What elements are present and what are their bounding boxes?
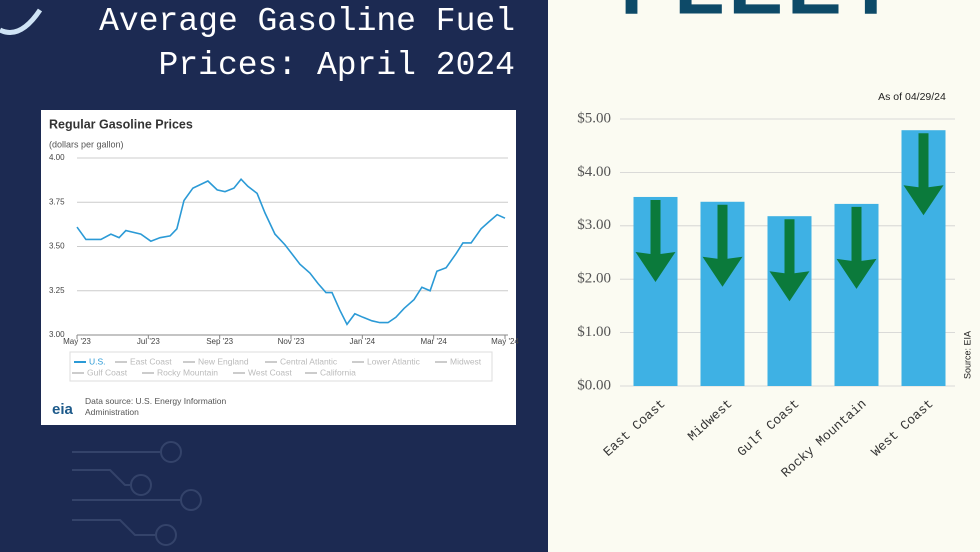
down-arrow: [836, 206, 877, 289]
y-tick-label: 3.75: [49, 197, 65, 206]
legend-label: New England: [198, 356, 249, 366]
y-tick-label: $0.00: [577, 377, 611, 393]
y-tick-label: 3.25: [49, 286, 65, 295]
down-arrow: [769, 219, 810, 302]
y-tick-label: $3.00: [577, 217, 611, 233]
x-tick-label: May '24: [491, 337, 519, 346]
legend-label: West Coast: [248, 367, 292, 377]
as-of-note: As of 04/29/24: [878, 91, 946, 103]
legend-box: [69, 351, 493, 382]
down-arrow: [702, 204, 743, 287]
price-line: [76, 178, 506, 326]
page-title: Average Gasoline Fuel Prices: April 2024: [99, 3, 515, 84]
x-tick-label: May '23: [63, 337, 91, 346]
y-tick-label: $4.00: [577, 164, 611, 180]
circuit-decoration: [72, 441, 202, 546]
down-arrow: [903, 133, 944, 216]
logo-mark: [0, 8, 43, 35]
y-tick-label: $2.00: [577, 271, 611, 287]
y-tick-label: 3.00: [49, 330, 65, 339]
brand-logo: FLEET: [620, 0, 900, 32]
x-tick-label: Jul '23: [137, 337, 160, 346]
x-tick-label: Sep '23: [206, 337, 233, 346]
legend-label: Central Atlantic: [280, 356, 338, 366]
legend-label: Midwest: [450, 356, 482, 366]
chart-title: Regular Gasoline Prices: [49, 117, 193, 131]
chart-card: [41, 110, 516, 425]
legend-label: Rocky Mountain: [157, 367, 218, 377]
y-tick-label: 4.00: [49, 153, 65, 162]
x-tick-label: Mar '24: [420, 337, 447, 346]
x-tick-label: Nov '23: [278, 337, 305, 346]
source-note: Source: EIA: [962, 331, 972, 379]
legend-label: East Coast: [130, 356, 172, 366]
source-text: Data source: U.S. Energy Information Adm…: [85, 396, 227, 417]
legend-label: Lower Atlantic: [367, 356, 421, 366]
down-arrow: [635, 199, 676, 282]
legend-label: U.S.: [89, 356, 106, 366]
x-tick-label: Jan '24: [350, 337, 376, 346]
legend-label: California: [320, 367, 356, 377]
source-logo: eia: [52, 401, 74, 418]
chart-subtitle: (dollars per gallon): [49, 139, 124, 149]
y-tick-label: $5.00: [577, 110, 611, 126]
y-tick-label: $1.00: [577, 324, 611, 340]
legend-label: Gulf Coast: [87, 367, 128, 377]
y-tick-label: 3.50: [49, 242, 65, 251]
